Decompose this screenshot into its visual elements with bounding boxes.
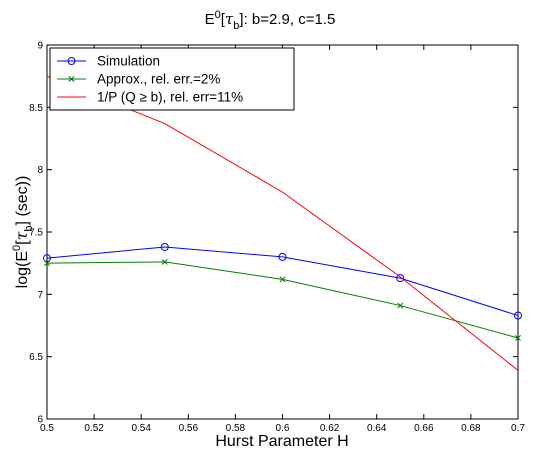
x-tick-label: 0.62 [320,423,340,434]
y-tick-label: 6.5 [29,352,43,363]
x-tick-label: 0.64 [367,423,387,434]
legend-item-simulation: Simulation [57,54,160,69]
ylabel-prefix: log(E [14,251,31,288]
legend-item-inverse-probability: 1/P (Q ≥ b), rel. err=11% [57,90,243,105]
x-tick-label: 0.52 [84,423,104,434]
x-tick-label: 0.58 [226,423,246,434]
ylabel-tau: τ [12,230,31,240]
data-point-approx [279,276,286,283]
data-point-simulation [278,252,287,261]
legend-label: Approx., rel. err.=2% [97,72,220,87]
ylabel-bracket-open: [ [14,240,31,245]
data-point-simulation [43,254,51,263]
title-prefix: E [205,11,215,28]
y-axis-label: log(E0[τb] (sec)) [11,176,35,289]
title-tau: τ [225,10,234,28]
y-tick-label: 9 [37,41,43,52]
legend-items: Simulation Approx., rel. err.=2% 1/P (Q ≥ … [57,54,243,105]
data-point-approx [515,335,521,341]
title-suffix: : b=2.9, c=1.5 [244,11,336,28]
legend-box [49,47,295,111]
legend-label: Simulation [97,54,160,69]
y-tick-label: 7 [37,290,43,301]
legend-marker [67,57,76,65]
legend-item-approx: Approx., rel. err.=2% [57,72,220,87]
title-tau-sub: b [233,20,239,32]
y-tick-label: 8 [37,165,43,176]
chart-title: E0[τb]: b=2.9, c=1.5 [205,9,336,32]
title-bracket-open: [ [221,11,226,28]
x-axis-label: Hurst Parameter H [215,433,348,450]
data-point-approx [397,302,404,309]
y-tick-label: 6 [37,415,43,426]
legend-marker [68,76,75,82]
y-tick-label: 7.5 [29,228,43,239]
x-tick-label: 0.6 [276,423,290,434]
data-point-approx [161,258,168,265]
ylabel-tau-sub: b [23,225,35,231]
title-sup: 0 [215,9,221,21]
series-line-simulation [46,246,519,317]
x-tick-label: 0.7 [511,423,525,434]
ylabel-sup: 0 [11,245,23,251]
x-tick-label: 0.54 [131,423,151,434]
data-point-approx [44,260,50,267]
title-bracket-close: ] [239,11,243,28]
data-point-simulation [160,242,169,251]
legend-label: 1/P (Q ≥ b), rel. err=11% [97,90,243,105]
data-point-simulation [396,274,405,283]
x-tick-label: 0.5 [40,423,54,434]
y-tick-label: 8.5 [29,103,43,114]
x-tick-label: 0.66 [414,423,434,434]
legend: Simulation Approx., rel. err.=2% 1/P (Q ≥ … [49,47,295,111]
x-tick-label: 0.56 [179,423,199,434]
x-tick-label: 0.68 [461,423,481,434]
data-point-simulation [514,311,522,320]
ylabel-suffix: ] (sec)) [14,176,31,226]
